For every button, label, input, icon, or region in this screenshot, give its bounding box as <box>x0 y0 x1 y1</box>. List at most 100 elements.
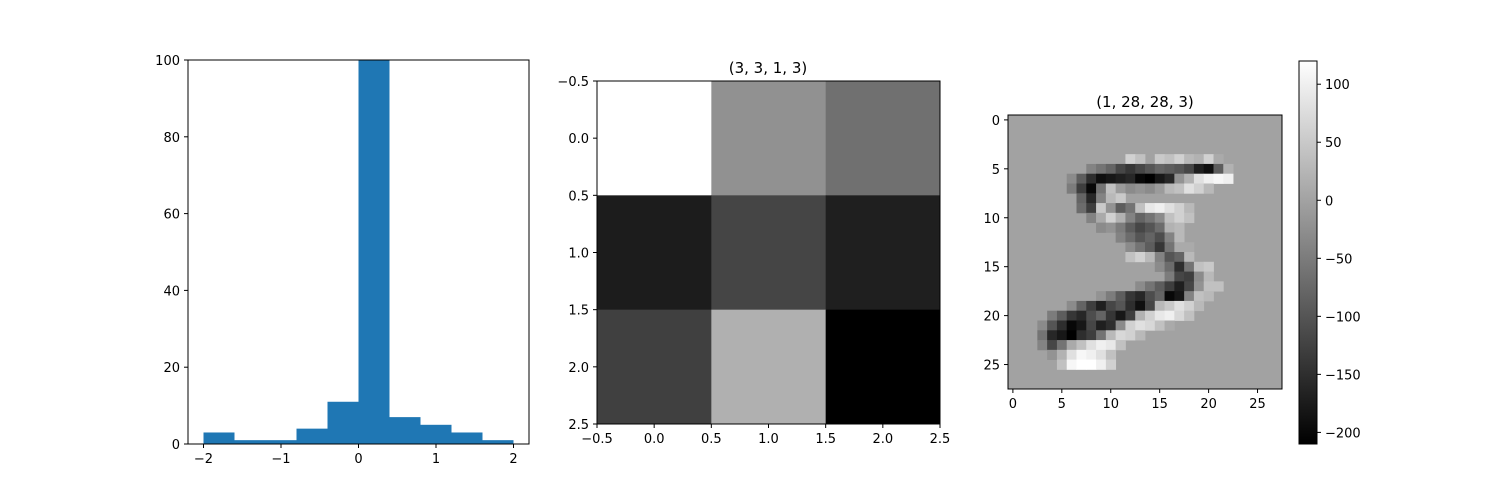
feature-map-pixel <box>1105 183 1117 194</box>
kernel-x-tick-label: 1.5 <box>815 432 836 447</box>
feature-map-title: (1, 28, 28, 3) <box>1096 93 1194 111</box>
feature-map-pixel <box>1145 300 1156 312</box>
feature-map-pixel <box>1184 183 1195 194</box>
feature-map-pixel <box>1096 320 1107 331</box>
kernel-cell <box>825 195 941 311</box>
feature-map-pixel <box>1125 252 1136 263</box>
colorbar-tick-label: −200 <box>1325 426 1361 441</box>
feature-map-y-tick-label: 25 <box>983 359 1000 374</box>
feature-map-panel: (1, 28, 28, 3) 0 5 10 15 20 25 0 5 10 15 20 25 <box>983 93 1283 412</box>
kernel-y-tick-label: 1.5 <box>568 304 589 319</box>
feature-map-pixel <box>1174 203 1185 214</box>
feature-map-pixel <box>1145 291 1156 302</box>
feature-map-x-tick-label: 0 <box>1009 397 1017 412</box>
feature-map-pixel <box>1184 291 1195 302</box>
feature-map-pixel <box>1096 193 1107 204</box>
feature-map-pixel <box>1154 252 1165 263</box>
feature-map-pixel <box>1135 281 1146 292</box>
feature-map-pixel <box>1164 154 1175 165</box>
feature-map-y-tick-label: 0 <box>992 114 1000 129</box>
feature-map-pixel <box>1047 340 1058 351</box>
feature-map-pixel <box>1105 193 1117 204</box>
feature-map-pixel <box>1154 183 1165 194</box>
feature-map-pixel <box>1076 330 1087 341</box>
histogram-bar <box>296 428 328 444</box>
feature-map-pixel <box>1076 183 1087 194</box>
feature-map-pixel <box>1066 183 1077 194</box>
colorbar-tick-label: 50 <box>1325 136 1342 151</box>
feature-map-pixel <box>1076 320 1087 331</box>
feature-map-pixel <box>1174 232 1185 243</box>
feature-map-pixel <box>1184 281 1195 292</box>
feature-map-y-tick-label: 10 <box>983 212 1000 227</box>
feature-map-pixel <box>1076 349 1087 361</box>
feature-map-pixel <box>1154 232 1165 243</box>
feature-map-pixel <box>1193 261 1205 272</box>
feature-map-pixel <box>1174 173 1185 184</box>
feature-map-pixel <box>1135 310 1146 321</box>
histogram-x-tick-label: 1 <box>432 452 440 467</box>
feature-map-pixel <box>1145 242 1156 253</box>
feature-map-pixel <box>1164 163 1175 175</box>
kernel-y-tick-label: 2.5 <box>568 418 589 433</box>
feature-map-pixel <box>1047 330 1058 341</box>
histogram-y-tick-label: 80 <box>163 131 180 146</box>
feature-map-x-tick-label: 15 <box>1151 397 1168 412</box>
feature-map-pixel <box>1174 163 1185 175</box>
kernel-cell <box>825 81 941 196</box>
feature-map-pixel <box>1213 163 1224 175</box>
feature-map-pixel <box>1203 163 1214 175</box>
feature-map-pixel <box>1125 203 1136 214</box>
feature-map-pixel <box>1115 183 1126 194</box>
feature-map-pixel <box>1056 340 1068 351</box>
feature-map-pixel <box>1174 154 1185 165</box>
feature-map-pixel <box>1086 349 1097 361</box>
feature-map-pixel <box>1076 340 1087 351</box>
feature-map-y-tick-label: 15 <box>983 261 1000 276</box>
feature-map-axes-frame <box>1007 114 1283 390</box>
kernel-y-tick-label: 1.0 <box>568 247 589 262</box>
feature-map-pixel <box>1105 291 1117 302</box>
feature-map-pixel <box>1115 193 1126 204</box>
feature-map-pixel <box>1056 320 1068 331</box>
feature-map-pixel <box>1105 163 1117 175</box>
histogram-x-tick-label: 0 <box>354 452 362 467</box>
feature-map-pixel <box>1164 252 1175 263</box>
histogram-x-tick-label: −1 <box>271 452 290 467</box>
feature-map-pixel <box>1086 173 1097 184</box>
feature-map-pixel <box>1105 300 1117 312</box>
histogram-bar <box>389 417 421 444</box>
feature-map-pixel <box>1154 222 1165 233</box>
feature-map-pixel <box>1184 173 1195 184</box>
feature-map-pixel <box>1105 330 1117 341</box>
feature-map-pixel <box>1096 330 1107 341</box>
feature-map-pixel <box>1125 212 1136 224</box>
feature-map-pixel <box>1164 203 1175 214</box>
feature-map-pixel <box>1174 291 1185 302</box>
feature-map-pixel <box>1184 310 1195 321</box>
feature-map-pixel <box>1154 261 1165 272</box>
feature-map-pixel <box>1154 310 1165 321</box>
feature-map-pixel <box>1096 163 1107 175</box>
kernel-x-tick-label: 0.0 <box>644 432 665 447</box>
feature-map-pixel <box>1135 291 1146 302</box>
feature-map-pixel <box>1145 281 1156 292</box>
feature-map-pixel <box>1086 320 1097 331</box>
feature-map-x-tick-label: 25 <box>1249 397 1266 412</box>
feature-map-pixel <box>1096 291 1107 302</box>
kernel-y-tick-label: 2.0 <box>568 361 589 376</box>
feature-map-pixel <box>1115 173 1126 184</box>
feature-map-pixel <box>1213 281 1224 292</box>
feature-map-pixel <box>1193 291 1205 302</box>
feature-map-pixel <box>1105 320 1117 331</box>
feature-map-pixel <box>1096 222 1107 233</box>
feature-map-pixel <box>1203 261 1214 272</box>
feature-map-pixel <box>1096 183 1107 194</box>
kernel-heatmap-title: (3, 3, 1, 3) <box>729 59 808 77</box>
colorbar-tick-label: −150 <box>1325 368 1361 383</box>
feature-map-pixel <box>1174 252 1185 263</box>
feature-map-pixel <box>1076 173 1087 184</box>
kernel-y-tick-label: 0.5 <box>568 189 589 204</box>
